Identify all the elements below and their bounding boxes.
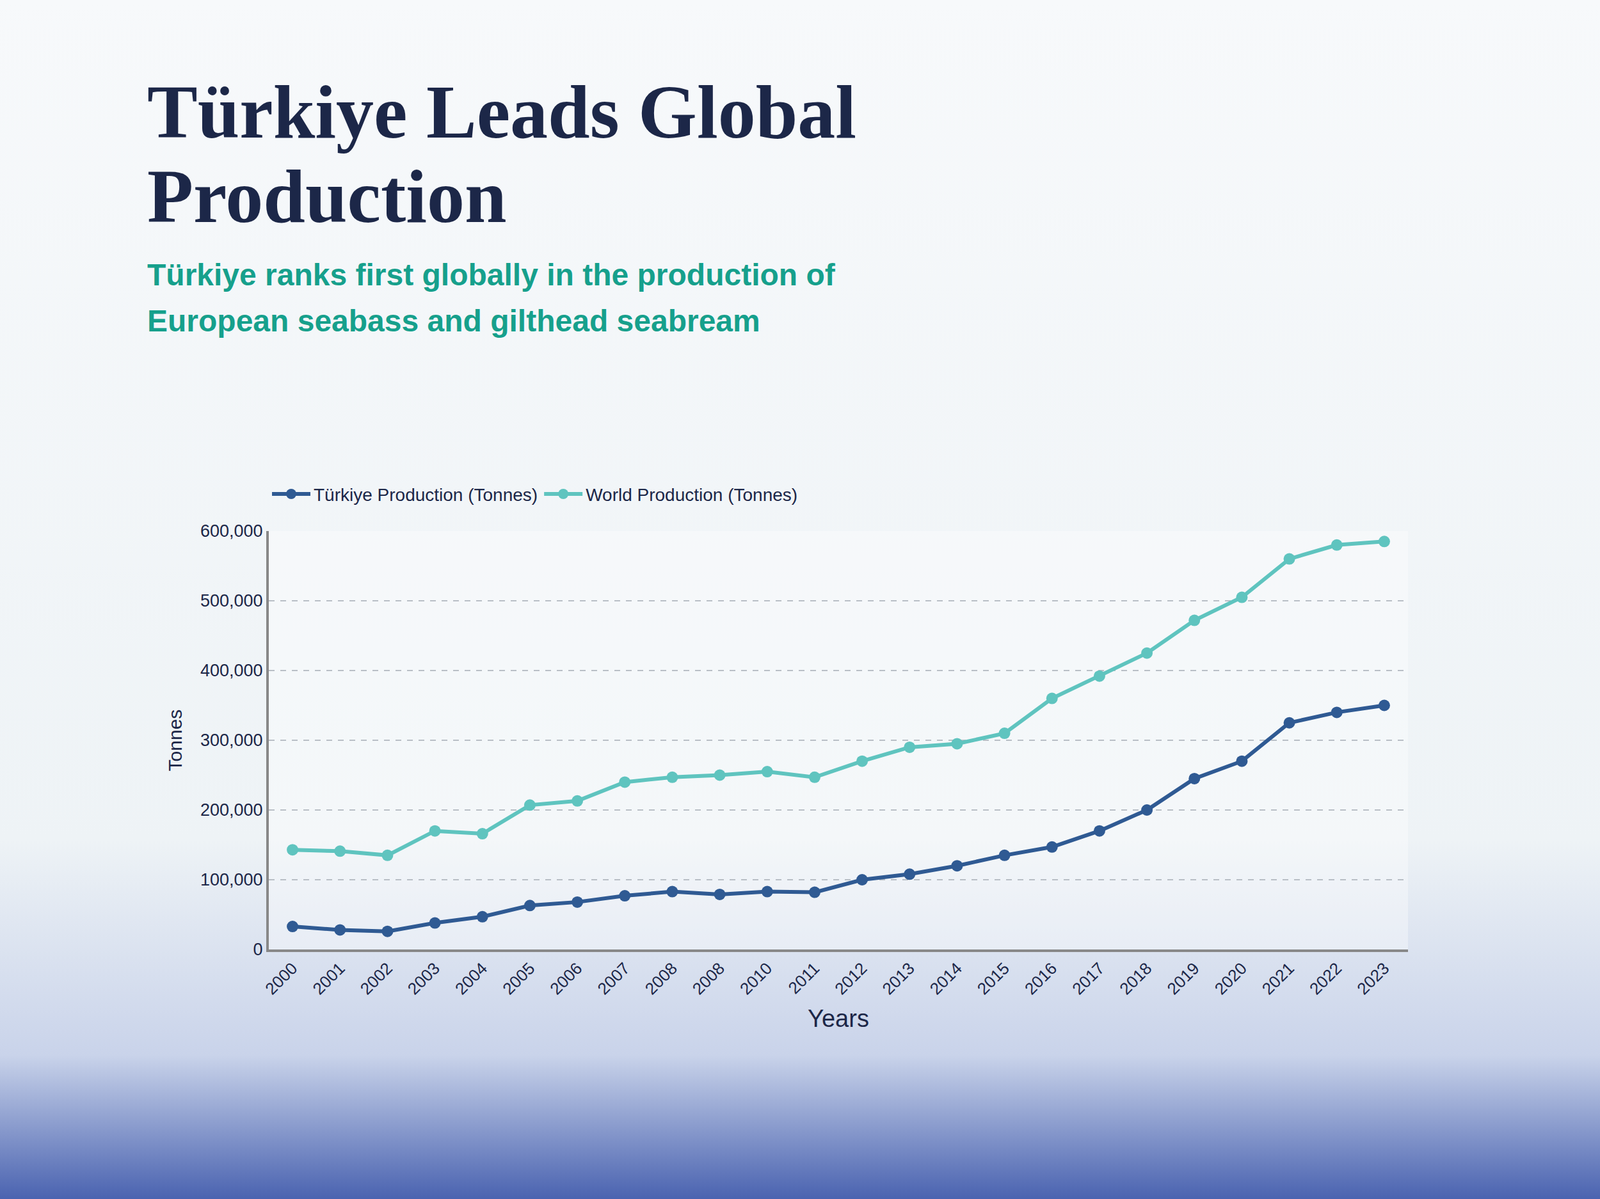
svg-text:2002: 2002 bbox=[356, 958, 397, 999]
svg-text:2011: 2011 bbox=[784, 958, 824, 998]
svg-text:2020: 2020 bbox=[1210, 958, 1251, 999]
svg-text:Türkiye Production (Tonnes): Türkiye Production (Tonnes) bbox=[313, 485, 538, 505]
svg-text:200,000: 200,000 bbox=[200, 800, 264, 820]
svg-text:2015: 2015 bbox=[973, 958, 1014, 999]
svg-text:2004: 2004 bbox=[451, 958, 491, 999]
svg-text:2022: 2022 bbox=[1305, 958, 1346, 999]
svg-text:2005: 2005 bbox=[498, 958, 539, 999]
svg-text:400,000: 400,000 bbox=[200, 661, 264, 681]
html-text:Türkiye Leads Global Productio: Türkiye Leads Global Production bbox=[147, 70, 857, 239]
svg-text:100,000: 100,000 bbox=[200, 870, 264, 890]
svg-text:0: 0 bbox=[253, 940, 264, 960]
html-text:Türkiye ranks first globally i: Türkiye ranks first globally in the prod… bbox=[147, 258, 836, 339]
svg-text:2013: 2013 bbox=[878, 958, 919, 999]
svg-text:2018: 2018 bbox=[1115, 958, 1156, 999]
svg-text:2008: 2008 bbox=[688, 958, 729, 999]
svg-text:2016: 2016 bbox=[1020, 958, 1061, 999]
svg-text:2021: 2021 bbox=[1258, 958, 1298, 999]
svg-text:2003: 2003 bbox=[403, 958, 444, 999]
svg-text:600,000: 600,000 bbox=[200, 521, 264, 541]
svg-text:2019: 2019 bbox=[1163, 958, 1204, 999]
svg-text:2023: 2023 bbox=[1352, 958, 1393, 999]
svg-text:2010: 2010 bbox=[736, 958, 776, 999]
svg-text:300,000: 300,000 bbox=[200, 730, 264, 751]
svg-text:2006: 2006 bbox=[545, 958, 586, 999]
svg-text:2012: 2012 bbox=[830, 958, 871, 999]
svg-text:Years: Years bbox=[807, 1005, 870, 1033]
svg-text:World Production (Tonnes): World Production (Tonnes) bbox=[585, 485, 798, 505]
svg-text:2017: 2017 bbox=[1068, 958, 1108, 999]
svg-text:2007: 2007 bbox=[593, 958, 634, 999]
svg-text:Tonnes: Tonnes bbox=[164, 709, 186, 772]
svg-text:500,000: 500,000 bbox=[200, 591, 264, 611]
svg-text:2014: 2014 bbox=[926, 958, 966, 999]
svg-text:2008: 2008 bbox=[641, 958, 681, 999]
svg-text:2001: 2001 bbox=[309, 958, 349, 999]
svg-text:2000: 2000 bbox=[261, 958, 301, 999]
